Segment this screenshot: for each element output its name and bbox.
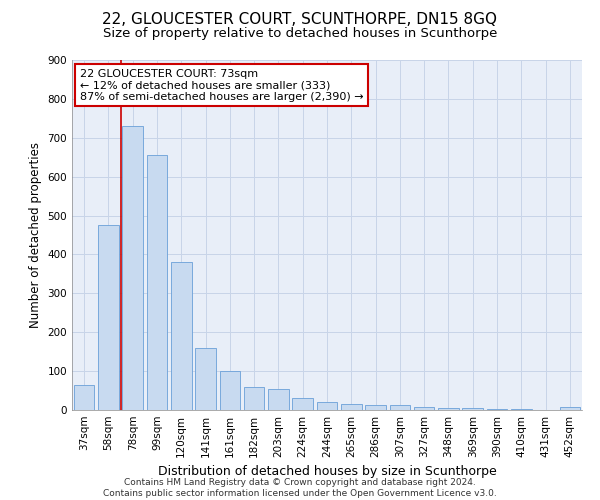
Bar — [171, 262, 191, 410]
Bar — [220, 371, 240, 410]
Bar — [341, 404, 362, 410]
Bar — [365, 405, 386, 410]
Bar — [560, 407, 580, 410]
Bar — [414, 407, 434, 410]
Text: Contains HM Land Registry data © Crown copyright and database right 2024.
Contai: Contains HM Land Registry data © Crown c… — [103, 478, 497, 498]
Bar — [389, 406, 410, 410]
Bar — [244, 386, 265, 410]
Bar — [195, 348, 216, 410]
Bar — [463, 408, 483, 410]
Bar — [268, 388, 289, 410]
Bar — [292, 398, 313, 410]
Bar — [317, 402, 337, 410]
Bar — [98, 226, 119, 410]
Text: Size of property relative to detached houses in Scunthorpe: Size of property relative to detached ho… — [103, 28, 497, 40]
Bar — [122, 126, 143, 410]
Text: 22 GLOUCESTER COURT: 73sqm
← 12% of detached houses are smaller (333)
87% of sem: 22 GLOUCESTER COURT: 73sqm ← 12% of deta… — [80, 69, 363, 102]
Text: 22, GLOUCESTER COURT, SCUNTHORPE, DN15 8GQ: 22, GLOUCESTER COURT, SCUNTHORPE, DN15 8… — [103, 12, 497, 28]
Bar — [487, 409, 508, 410]
Bar — [146, 156, 167, 410]
Bar — [438, 408, 459, 410]
Y-axis label: Number of detached properties: Number of detached properties — [29, 142, 42, 328]
Bar — [511, 409, 532, 410]
X-axis label: Distribution of detached houses by size in Scunthorpe: Distribution of detached houses by size … — [158, 466, 496, 478]
Bar — [74, 384, 94, 410]
